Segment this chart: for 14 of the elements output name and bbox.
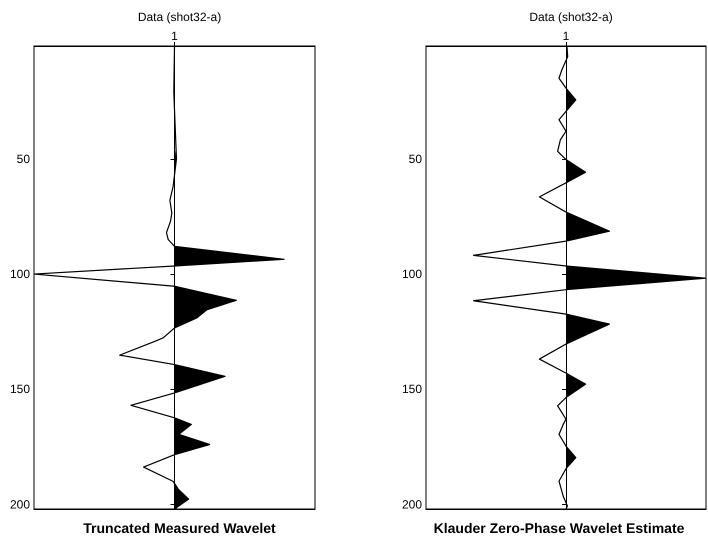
y-tick-label: 150 [402, 382, 422, 396]
y-tick-label: 200 [10, 497, 30, 512]
y-tick-label: 150 [10, 382, 30, 396]
x-axis-title: Truncated Measured Wavelet [83, 520, 276, 536]
y-tick-label: 50 [16, 152, 30, 166]
y-tick-label: 100 [402, 267, 422, 282]
chart-title: Data (shot32-a) [529, 10, 613, 24]
chart-title: Data (shot32-a) [138, 10, 222, 24]
y-tick-label: 100 [10, 267, 30, 282]
y-tick-label: 50 [408, 152, 422, 166]
legend-label: 1 [171, 29, 178, 43]
legend-label: 1 [562, 29, 570, 43]
y-tick-label: 200 [402, 497, 422, 512]
x-axis-title: Klauder Zero-Phase Wavelet Estimate [434, 520, 685, 536]
